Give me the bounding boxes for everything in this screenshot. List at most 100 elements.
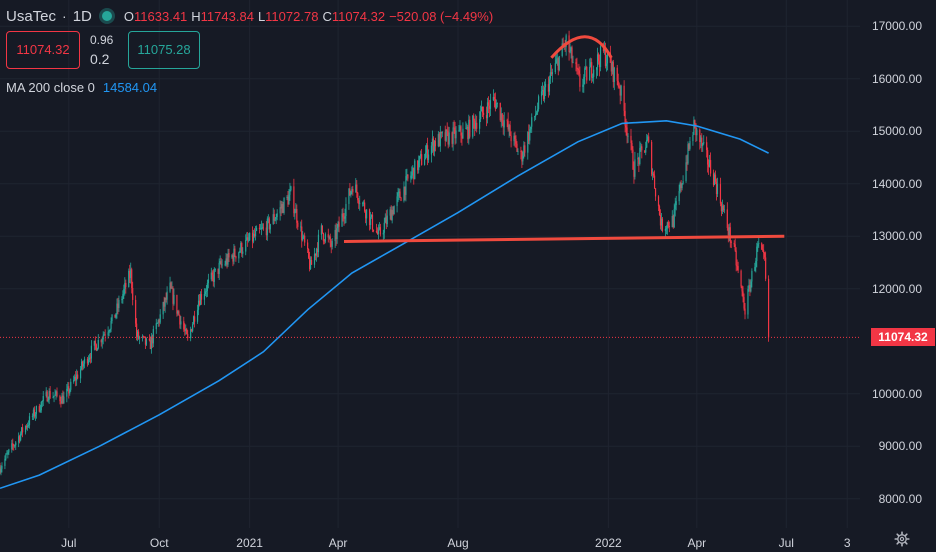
candle-body <box>595 67 598 70</box>
candle-body <box>343 217 345 219</box>
candle-body <box>13 445 15 447</box>
candle-body <box>597 54 600 62</box>
candle-body <box>70 381 72 390</box>
candle-body <box>521 152 523 162</box>
candle-body <box>462 128 464 139</box>
candle-body <box>654 188 657 197</box>
candle-body <box>198 300 201 306</box>
candle-body <box>413 167 415 180</box>
candle-body <box>351 189 353 192</box>
candle-body <box>289 189 291 195</box>
candle-body <box>38 406 40 412</box>
candle-body <box>231 255 233 258</box>
candle-body <box>661 218 664 231</box>
candle-body <box>502 122 504 128</box>
candle-body <box>474 120 476 129</box>
candle-body <box>96 348 98 351</box>
candle-body <box>721 205 723 212</box>
candle-body <box>225 258 227 265</box>
candle-body <box>433 141 436 152</box>
candle-body <box>619 87 621 96</box>
candle-body <box>54 394 56 396</box>
candle-body <box>626 127 628 137</box>
candle-body <box>648 136 650 142</box>
candle-body <box>213 270 215 282</box>
candle-body <box>641 146 643 151</box>
candle-body <box>625 125 627 128</box>
gear-icon[interactable] <box>894 531 910 547</box>
x-tick-label: Oct <box>149 536 169 550</box>
candle-body <box>308 249 310 258</box>
candle-body <box>514 135 516 140</box>
candle-body <box>558 55 560 71</box>
candle-body <box>693 120 695 135</box>
candle-body <box>25 426 28 428</box>
candle-body <box>295 209 297 213</box>
candle-body <box>723 209 725 211</box>
rounded-top-annotation[interactable] <box>550 35 613 59</box>
neckline-annotation[interactable] <box>343 234 785 243</box>
candle-body <box>180 321 182 325</box>
candle-body <box>448 132 450 145</box>
candle-body <box>570 47 572 52</box>
candle-body <box>234 248 236 257</box>
candle-body <box>686 162 688 164</box>
candle-body <box>630 135 632 143</box>
candle-body <box>611 61 613 72</box>
candle-body <box>554 63 556 73</box>
candle-body <box>217 268 219 274</box>
candle-body <box>331 241 333 247</box>
candle-body <box>501 113 503 123</box>
candle-body <box>141 336 144 338</box>
candle-body <box>41 401 43 403</box>
candle-body <box>536 112 538 115</box>
candle-body <box>165 297 167 300</box>
indicator-legend[interactable]: MA 200 close 0 14584.04 <box>6 80 157 95</box>
candle-body <box>627 135 629 137</box>
candle-body <box>729 227 731 242</box>
buy-price-button[interactable]: 11075.28 <box>128 31 200 69</box>
candle-body <box>142 336 145 338</box>
candle-body <box>205 290 207 292</box>
spread-big: 0.2 <box>90 51 110 67</box>
candle-body <box>680 182 682 189</box>
interval-label[interactable]: 1D <box>72 7 92 25</box>
candle-body <box>379 227 381 235</box>
sell-price-button[interactable]: 11074.32 <box>6 31 80 69</box>
candle-body <box>762 249 764 251</box>
candlestick-series <box>0 30 770 476</box>
candle-body <box>6 453 8 455</box>
candle-body <box>660 218 663 226</box>
candle-body <box>707 150 709 165</box>
candle-body <box>247 237 249 241</box>
candle-body <box>689 141 691 149</box>
symbol-name[interactable]: UsaTec <box>6 7 57 25</box>
candle-body <box>543 87 546 100</box>
candle-body <box>407 174 409 179</box>
candle-body <box>575 62 577 65</box>
indicator-label: MA 200 close 0 <box>6 80 95 95</box>
candle-body <box>672 215 674 228</box>
candle-body <box>713 174 716 185</box>
candle-body <box>97 339 99 349</box>
x-tick-label: Apr <box>687 536 707 550</box>
y-tick-label: 10000.00 <box>871 386 922 401</box>
candle-body <box>232 255 234 262</box>
candle-body <box>500 113 502 121</box>
candle-body <box>537 109 539 113</box>
candle-body <box>267 218 269 220</box>
candle-body <box>190 329 192 339</box>
candle-body <box>32 409 35 417</box>
candle-body <box>342 213 344 218</box>
candle-body <box>185 328 187 331</box>
candle-body <box>486 102 489 119</box>
candle-body <box>720 203 723 212</box>
candle-body <box>427 154 430 160</box>
candle-body <box>604 48 607 67</box>
candle-body <box>710 160 712 174</box>
candle-body <box>606 52 609 64</box>
candle-body <box>67 386 69 389</box>
candle-body <box>193 316 195 325</box>
candle-body <box>115 313 117 318</box>
